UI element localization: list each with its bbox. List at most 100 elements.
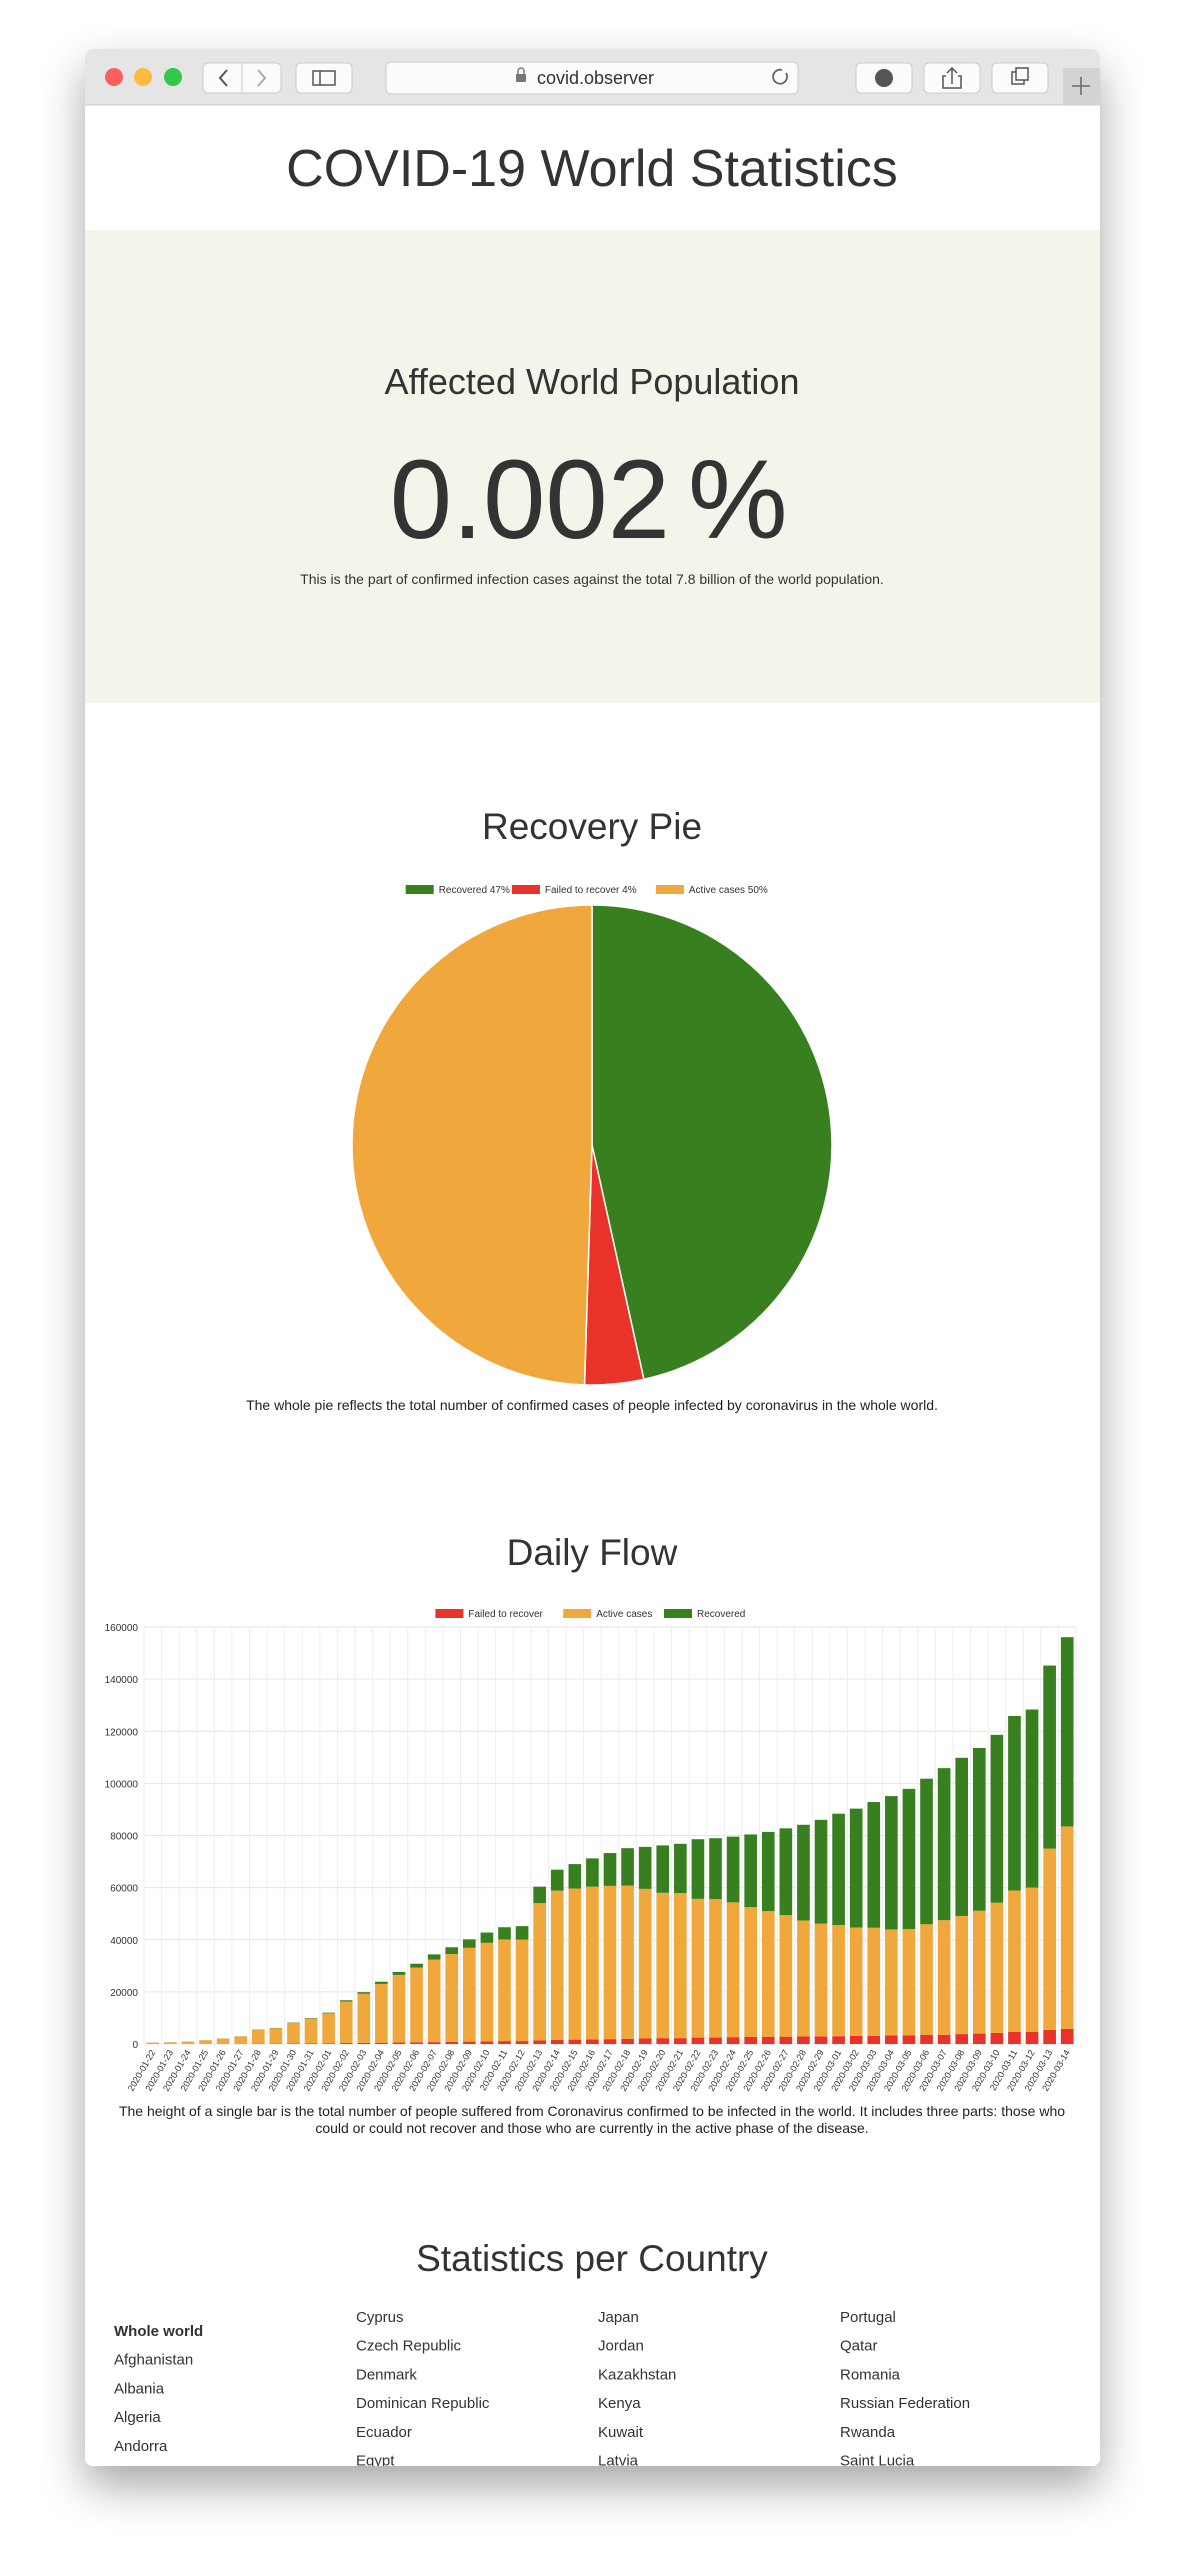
bar-segment bbox=[814, 1819, 828, 1924]
section-heading: Statistics per Country bbox=[416, 2238, 768, 2279]
bar-segment bbox=[638, 2038, 652, 2044]
close-button[interactable] bbox=[105, 68, 123, 86]
bar-segment bbox=[603, 1853, 617, 1886]
bar-segment bbox=[410, 1967, 423, 2043]
country-link[interactable]: Albania bbox=[114, 2380, 165, 2397]
bar-segment bbox=[797, 1920, 810, 2037]
bar-segment bbox=[392, 1974, 406, 2043]
bar-segment bbox=[339, 2001, 353, 2044]
country-link[interactable]: Saint Lucia bbox=[840, 2453, 915, 2470]
bar-segment bbox=[656, 1892, 670, 2039]
section-heading: Affected World Population bbox=[385, 361, 800, 402]
bar-segment bbox=[726, 2037, 740, 2044]
bar-segment bbox=[744, 1834, 758, 1908]
country-link[interactable]: Rwanda bbox=[840, 2424, 896, 2441]
country-link[interactable]: Czech Republic bbox=[356, 2338, 462, 2355]
bar-segment bbox=[691, 1839, 705, 1899]
legend-label: Recovered bbox=[697, 1609, 745, 1620]
bar-segment bbox=[779, 1828, 793, 1916]
bar-segment bbox=[797, 1824, 810, 1921]
pie-slice bbox=[351, 904, 593, 1386]
caption-box: The height of a single bar is the total … bbox=[119, 2103, 1065, 2136]
bar-segment bbox=[234, 2036, 248, 2044]
bar-segment bbox=[814, 1923, 828, 2037]
country-link[interactable]: Denmark bbox=[356, 2366, 417, 2383]
country-link[interactable]: Ecuador bbox=[356, 2424, 412, 2441]
country-link[interactable]: Dominican Republic bbox=[356, 2395, 490, 2412]
bar-segment bbox=[146, 2042, 160, 2044]
country-link[interactable]: Whole world bbox=[114, 2323, 203, 2340]
bar-segment bbox=[726, 1902, 740, 2038]
y-tick-label: 80000 bbox=[110, 1832, 138, 1843]
bar-segment bbox=[885, 1929, 898, 2036]
y-tick-label: 40000 bbox=[110, 1936, 138, 1947]
bar-segment bbox=[480, 1932, 494, 1943]
share-icon bbox=[942, 66, 962, 89]
minimize-button[interactable] bbox=[134, 68, 152, 86]
bar-segment bbox=[779, 2036, 793, 2044]
sidebar-button[interactable] bbox=[295, 62, 353, 94]
bar-segment bbox=[832, 2036, 845, 2044]
country-link[interactable]: Afghanistan bbox=[114, 2352, 193, 2369]
bar-segment bbox=[955, 1757, 969, 1916]
country-link[interactable]: Algeria bbox=[114, 2409, 161, 2426]
bar-segment bbox=[1043, 1848, 1056, 2030]
back-button[interactable] bbox=[218, 69, 228, 87]
legend-label: Recovered 47% bbox=[439, 885, 510, 896]
reload-button[interactable] bbox=[772, 68, 788, 85]
country-link[interactable]: Andorra bbox=[114, 2438, 168, 2455]
bar-segment bbox=[410, 2042, 423, 2044]
legend-label: Active cases bbox=[596, 1609, 652, 1620]
bar-segment bbox=[744, 2036, 758, 2044]
bar-segment bbox=[550, 1890, 564, 2041]
bar-segment bbox=[1043, 1665, 1056, 1849]
sidebar-icon bbox=[312, 70, 336, 86]
bar-segment bbox=[375, 2042, 388, 2044]
bar-segment bbox=[1060, 1637, 1074, 1827]
country-link[interactable]: Japan bbox=[598, 2309, 639, 2326]
bar-segment bbox=[375, 1981, 388, 1984]
country-link[interactable]: Egypt bbox=[356, 2453, 395, 2470]
zoom-button[interactable] bbox=[164, 68, 182, 86]
legend-swatch bbox=[563, 1609, 592, 1618]
bar-segment bbox=[445, 1947, 459, 1955]
country-link[interactable]: Latvia bbox=[598, 2453, 639, 2470]
bar-segment bbox=[322, 2043, 335, 2044]
y-tick-label: 0 bbox=[132, 2040, 138, 2051]
bar-segment bbox=[427, 1954, 441, 1960]
bar-segment bbox=[849, 1927, 863, 2036]
address-bar[interactable] bbox=[385, 61, 799, 95]
bar-segment bbox=[709, 1838, 722, 1900]
country-link[interactable]: Kazakhstan bbox=[598, 2366, 676, 2383]
affected-note: This is the part of confirmed infection … bbox=[300, 571, 884, 587]
country-link[interactable]: Portugal bbox=[840, 2309, 896, 2326]
country-link[interactable]: Romania bbox=[840, 2366, 901, 2383]
legend-swatch bbox=[511, 885, 540, 894]
bar-segment bbox=[726, 1836, 740, 1903]
bar-segment bbox=[322, 2012, 335, 2014]
legend-label: Failed to recover bbox=[468, 1609, 543, 1620]
country-link[interactable]: Kenya bbox=[598, 2395, 641, 2412]
country-link[interactable]: Qatar bbox=[840, 2338, 878, 2355]
bar-segment bbox=[990, 1902, 1004, 2033]
country-link[interactable]: Cyprus bbox=[356, 2309, 404, 2326]
forward-button[interactable] bbox=[257, 69, 267, 87]
bar-segment bbox=[990, 2032, 1004, 2044]
bar-segment bbox=[832, 1813, 845, 1926]
y-tick-label: 140000 bbox=[105, 1675, 139, 1686]
bar-segment bbox=[339, 2043, 353, 2044]
country-link[interactable]: Jordan bbox=[598, 2338, 644, 2355]
y-tick-label: 120000 bbox=[105, 1727, 139, 1738]
chart-title: Daily Flow bbox=[507, 1532, 678, 1573]
country-link[interactable]: Russian Federation bbox=[840, 2395, 970, 2412]
bar-segment bbox=[902, 2035, 916, 2044]
bar-segment bbox=[533, 1903, 546, 2041]
legend-swatch bbox=[664, 1609, 692, 1618]
bar-segment bbox=[357, 1993, 371, 2043]
bar-segment bbox=[867, 1802, 881, 1928]
bar-segment bbox=[920, 1778, 933, 1925]
legend-label: Active cases 50% bbox=[689, 885, 768, 896]
country-link[interactable]: Kuwait bbox=[598, 2424, 644, 2441]
bar-segment bbox=[937, 1768, 951, 1921]
